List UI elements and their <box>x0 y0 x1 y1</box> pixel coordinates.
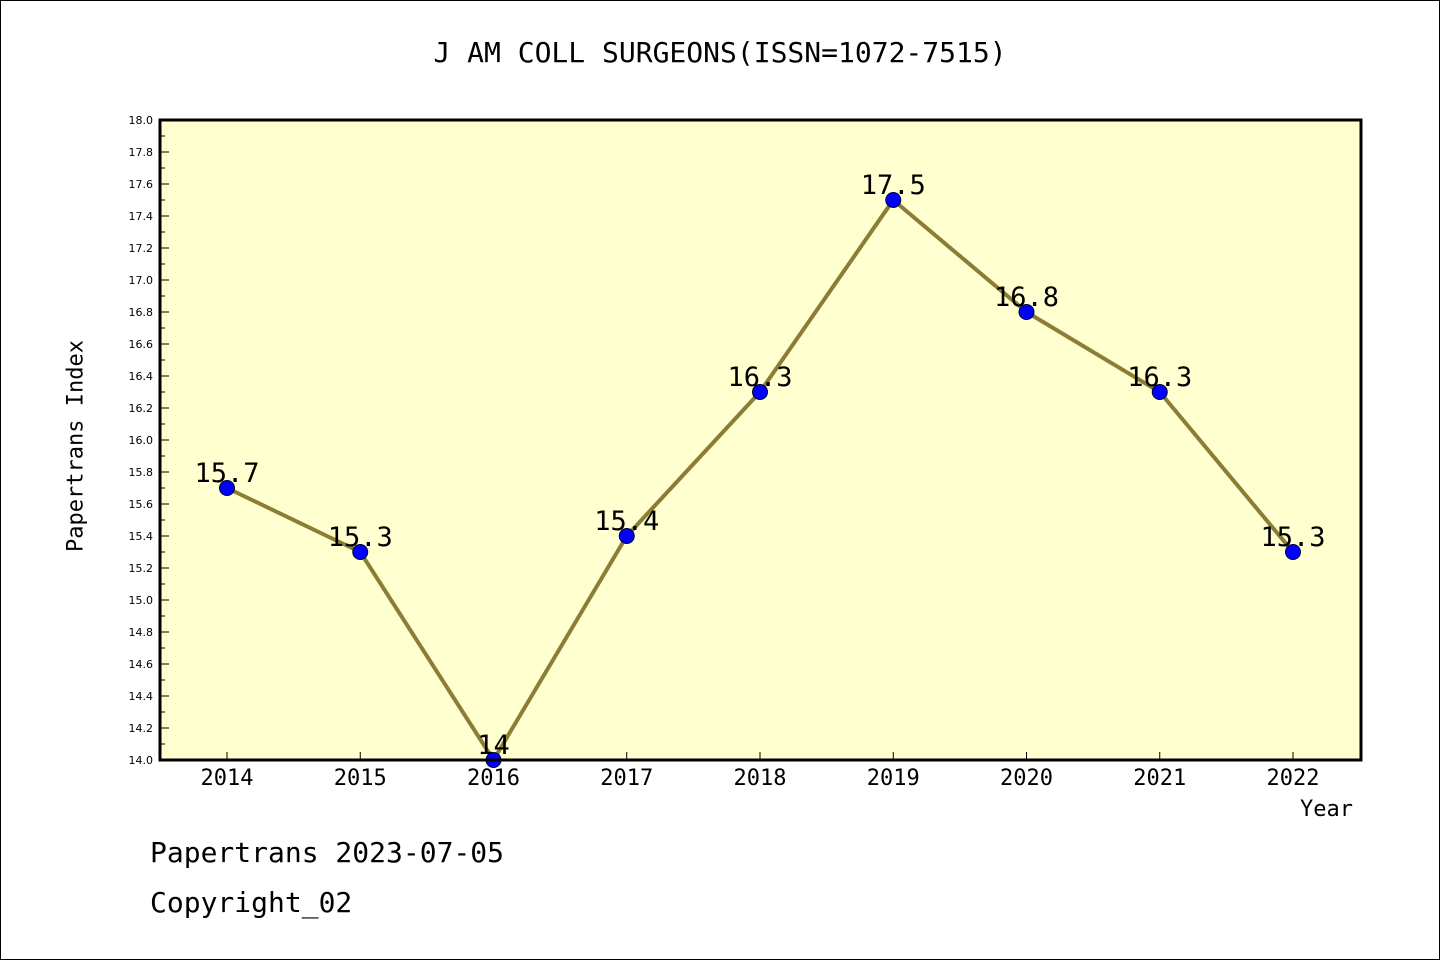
data-label: 15.4 <box>594 506 659 537</box>
y-tick-label: 18.0 <box>129 114 154 127</box>
plot-area <box>160 120 1361 760</box>
footer-copyright: Copyright_02 <box>150 886 353 919</box>
data-label-group: 15.7 15.3 14 15.4 16.3 17.5 16.8 16.3 15.3 <box>194 170 1325 761</box>
y-tick-label: 14.4 <box>129 690 154 703</box>
y-tick-label: 15.2 <box>129 562 154 575</box>
x-tick-label: 2020 <box>1000 766 1053 791</box>
y-tick-label: 16.4 <box>129 370 154 383</box>
y-tick-label: 16.8 <box>129 306 154 319</box>
y-tick-label: 16.0 <box>129 434 154 447</box>
y-tick-label: 14.8 <box>129 626 154 639</box>
data-point <box>219 480 235 496</box>
y-tick-label: 17.6 <box>129 178 154 191</box>
y-axis-ticks: 14.0 14.2 14.4 14.6 14.8 15.0 15.2 15.4 15.6 15.8… <box>129 114 169 767</box>
footer-date: Papertrans 2023-07-05 <box>150 836 505 869</box>
y-tick-label: 15.6 <box>129 498 154 511</box>
x-axis-ticks: 2014 2015 2016 2017 2018 2019 2020 2021 2022 <box>201 752 1320 791</box>
data-point <box>1018 304 1035 320</box>
data-label: 16.3 <box>1127 362 1192 393</box>
y-tick-label: 14.6 <box>129 658 154 671</box>
data-label: 15.7 <box>194 458 259 489</box>
y-tick-label: 16.2 <box>129 402 154 415</box>
data-label: 15.3 <box>1260 522 1325 553</box>
marker-group <box>219 192 1301 768</box>
y-tick-label: 14.2 <box>129 722 154 735</box>
y-tick-label: 17.2 <box>129 242 154 255</box>
x-tick-label: 2014 <box>201 766 254 791</box>
y-tick-label: 17.4 <box>129 210 154 223</box>
x-tick-label: 2015 <box>334 766 387 791</box>
x-tick-label: 2019 <box>867 766 920 791</box>
x-axis-label: Year <box>1300 797 1353 822</box>
data-point <box>352 544 369 560</box>
data-point <box>1285 544 1301 560</box>
data-label: 16.3 <box>727 362 792 393</box>
data-point <box>618 528 635 544</box>
chart-title: J AM COLL SURGEONS(ISSN=1072-7515) <box>433 36 1007 69</box>
y-tick-label: 16.6 <box>129 338 154 351</box>
data-label: 16.8 <box>994 282 1059 313</box>
data-label: 14 <box>477 730 510 761</box>
data-point <box>885 192 902 208</box>
y-tick-label: 17.8 <box>129 146 154 159</box>
data-point <box>752 384 768 400</box>
y-tick-label: 15.4 <box>129 530 154 543</box>
x-tick-label: 2021 <box>1133 766 1186 791</box>
x-tick-label: 2016 <box>467 766 520 791</box>
x-tick-label: 2022 <box>1267 766 1320 791</box>
y-tick-label: 15.0 <box>129 594 154 607</box>
data-label: 17.5 <box>861 170 926 201</box>
data-point <box>1151 384 1168 400</box>
y-tick-label: 17.0 <box>129 274 154 287</box>
x-tick-label: 2017 <box>600 766 653 791</box>
x-tick-label: 2018 <box>734 766 787 791</box>
y-tick-label: 14.0 <box>129 754 154 767</box>
y-tick-label: 15.8 <box>129 466 154 479</box>
plot-border <box>158 118 1363 762</box>
data-label: 15.3 <box>328 522 393 553</box>
